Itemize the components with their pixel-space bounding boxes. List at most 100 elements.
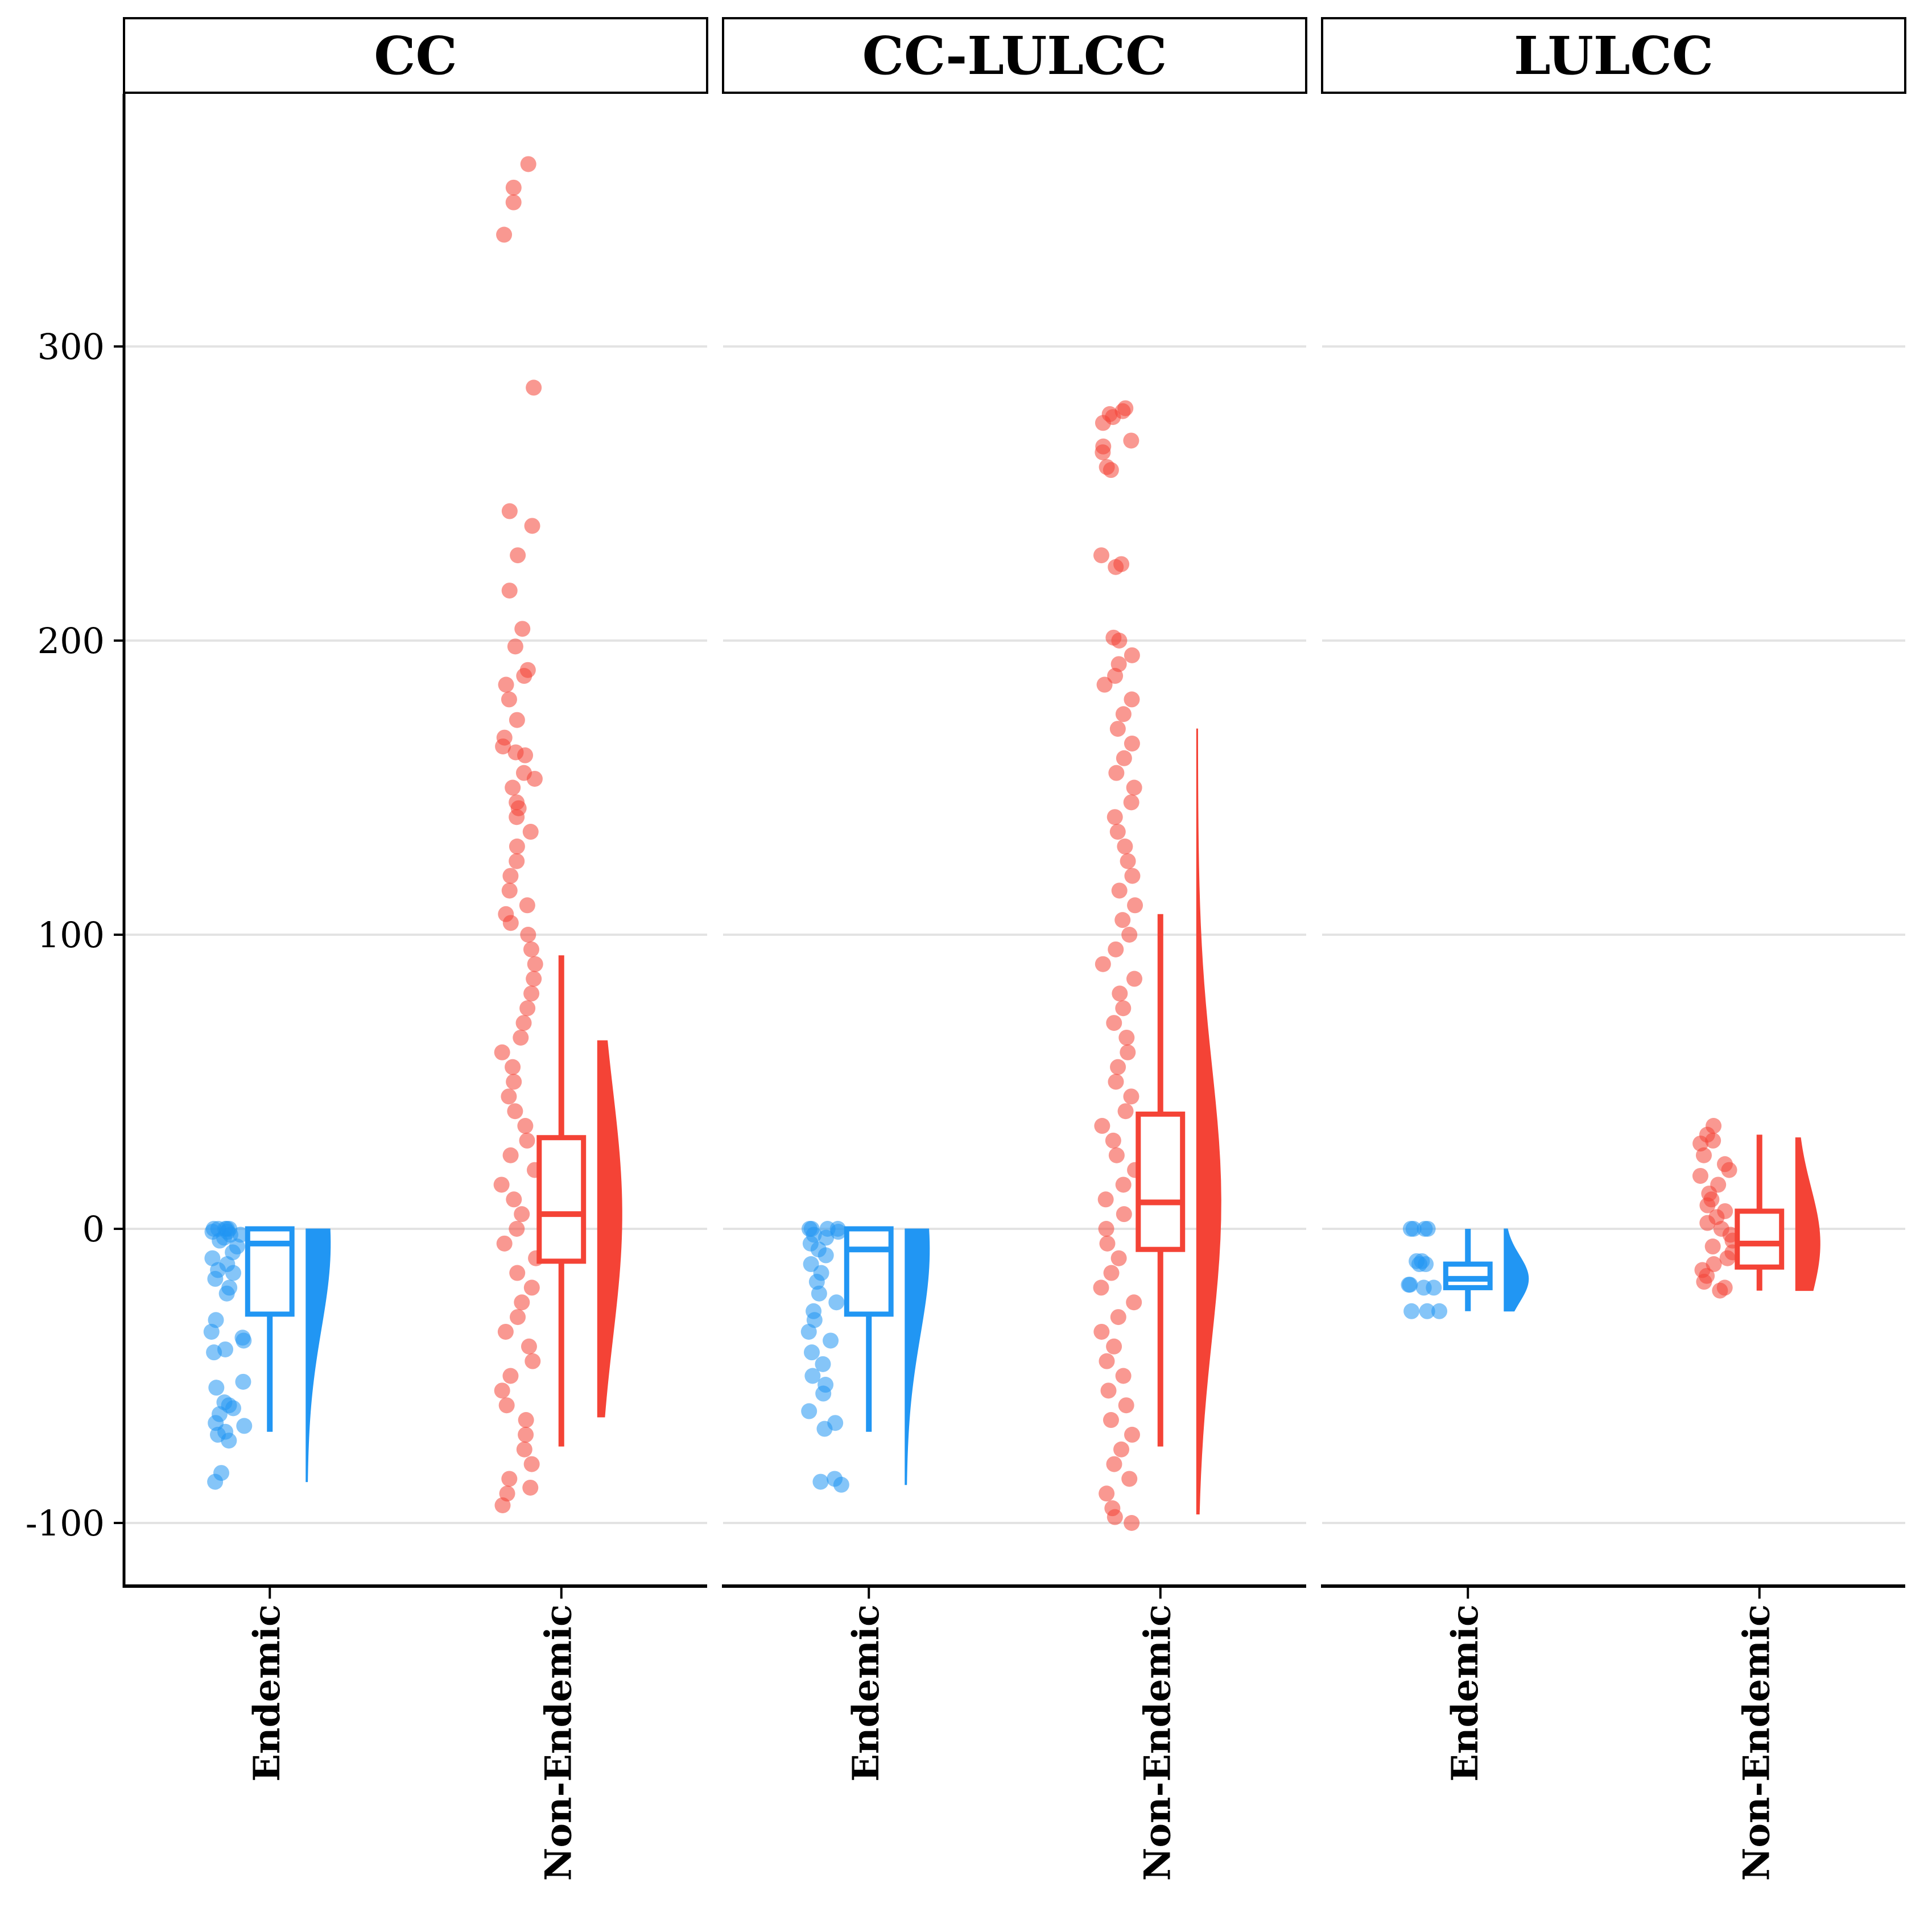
density-non-endemic xyxy=(597,1040,622,1418)
data-point xyxy=(1103,462,1119,478)
data-point xyxy=(523,1456,540,1472)
data-point xyxy=(506,1191,522,1208)
data-point xyxy=(1095,415,1111,431)
data-point xyxy=(494,1497,511,1513)
data-point xyxy=(1095,956,1111,972)
data-point xyxy=(1121,1471,1138,1487)
data-point xyxy=(818,1229,835,1246)
data-point xyxy=(1106,1015,1122,1031)
data-point xyxy=(514,1206,530,1223)
data-point xyxy=(1093,547,1109,564)
box-iqr xyxy=(1735,1208,1785,1270)
data-point xyxy=(1110,1250,1127,1266)
data-point xyxy=(1109,721,1126,737)
data-point xyxy=(1093,1323,1110,1340)
data-point xyxy=(513,1029,529,1046)
data-point xyxy=(505,194,522,210)
data-point xyxy=(1405,1221,1422,1237)
x-axis-ticks: Endemic Non-Endemic Endemic Non-Endemic Ende… xyxy=(246,1587,1778,1881)
data-point xyxy=(1699,1197,1716,1213)
data-point xyxy=(1124,1426,1140,1443)
data-point xyxy=(505,779,521,796)
facet-strip-box xyxy=(123,17,708,94)
data-point xyxy=(1124,868,1141,884)
data-point xyxy=(1103,1412,1119,1429)
data-point xyxy=(803,1344,820,1361)
data-point xyxy=(516,668,532,684)
data-point xyxy=(1115,706,1132,723)
panel xyxy=(800,400,1221,1531)
data-point xyxy=(523,1279,540,1296)
data-point xyxy=(1124,735,1140,752)
y-tick-label: 0 xyxy=(82,1208,105,1250)
data-point xyxy=(498,1397,515,1414)
data-point xyxy=(1108,765,1125,781)
data-point xyxy=(1100,1382,1117,1399)
data-point xyxy=(1115,1368,1132,1384)
axes xyxy=(122,94,1905,1588)
data-point xyxy=(1096,676,1113,693)
data-point xyxy=(212,1232,228,1249)
data-point xyxy=(218,1285,235,1302)
data-point xyxy=(811,1285,827,1302)
data-point xyxy=(1123,794,1139,811)
data-point xyxy=(497,1323,514,1340)
data-point xyxy=(496,1235,513,1252)
data-point xyxy=(1099,1235,1116,1252)
data-point xyxy=(526,971,542,987)
data-point xyxy=(217,1341,233,1357)
data-point xyxy=(514,1294,530,1311)
box-iqr xyxy=(1443,1261,1493,1290)
data-point xyxy=(1117,838,1133,854)
data-point xyxy=(236,1418,253,1434)
data-point xyxy=(514,621,531,637)
data-point xyxy=(203,1323,220,1340)
x-tick-label: Non-Endemic xyxy=(537,1604,580,1881)
data-point xyxy=(527,956,543,972)
data-point xyxy=(1116,750,1132,766)
y-tick-label: 300 xyxy=(38,326,105,368)
data-point xyxy=(1403,1303,1420,1319)
data-point xyxy=(225,1400,241,1417)
density-endemic xyxy=(1504,1228,1529,1312)
data-point xyxy=(1692,1167,1708,1184)
data-point xyxy=(522,824,539,840)
data-point xyxy=(1107,668,1124,684)
data-point xyxy=(501,583,518,599)
data-point xyxy=(1108,559,1124,575)
density-non-endemic xyxy=(1795,1137,1820,1291)
data-point xyxy=(502,868,519,884)
x-tick-label: Endemic xyxy=(246,1604,288,1782)
facet-strip-label: CC-LULCC xyxy=(862,25,1167,86)
data-point xyxy=(524,518,540,534)
data-point xyxy=(1113,1441,1130,1458)
data-point xyxy=(236,1332,252,1349)
data-point xyxy=(1721,1162,1737,1178)
data-point xyxy=(1123,1088,1139,1105)
data-point xyxy=(208,1380,225,1396)
data-point xyxy=(1719,1250,1736,1266)
data-point xyxy=(1431,1303,1448,1319)
data-point xyxy=(818,1247,834,1264)
data-point xyxy=(501,503,518,519)
facet-strip-box xyxy=(722,17,1307,94)
data-point xyxy=(1099,1485,1115,1502)
data-point xyxy=(1093,1279,1109,1296)
y-tick-label: 200 xyxy=(38,620,105,662)
data-point xyxy=(522,1479,539,1496)
data-point xyxy=(1126,1294,1142,1311)
data-point xyxy=(1111,633,1128,649)
facet-strip-label: CC xyxy=(374,25,457,86)
data-point xyxy=(1095,444,1111,461)
data-point xyxy=(1123,432,1139,449)
data-point xyxy=(815,1356,831,1372)
data-point xyxy=(830,1224,847,1240)
data-point xyxy=(1705,1132,1721,1149)
data-point xyxy=(801,1403,818,1419)
data-point xyxy=(1117,1103,1134,1120)
data-point xyxy=(816,1421,833,1437)
data-point xyxy=(1126,779,1142,796)
data-point xyxy=(507,638,523,655)
data-point xyxy=(1094,1118,1110,1134)
data-point xyxy=(815,1385,832,1402)
